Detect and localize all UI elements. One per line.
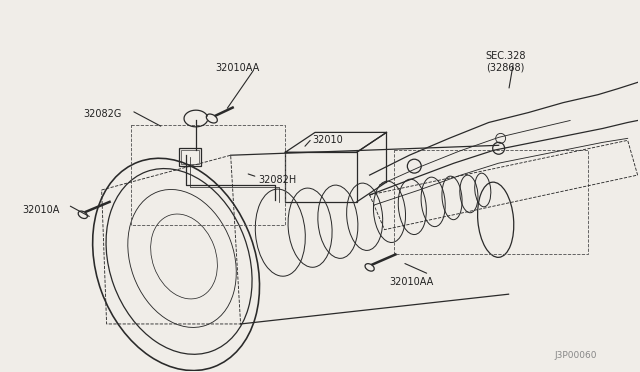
Text: J3P00060: J3P00060 xyxy=(554,351,596,360)
Text: 32010: 32010 xyxy=(312,135,343,145)
Text: 32010AA: 32010AA xyxy=(390,277,434,287)
Bar xyxy=(181,150,199,164)
Bar xyxy=(394,150,588,254)
Bar xyxy=(131,125,285,225)
Bar xyxy=(179,148,201,166)
Text: 32010AA: 32010AA xyxy=(216,63,260,73)
Text: 32082H: 32082H xyxy=(259,175,297,185)
Text: 32010A: 32010A xyxy=(22,205,60,215)
Bar xyxy=(285,152,356,202)
Text: SEC.328
(32868): SEC.328 (32868) xyxy=(486,51,526,73)
Text: 32082G: 32082G xyxy=(84,109,122,119)
